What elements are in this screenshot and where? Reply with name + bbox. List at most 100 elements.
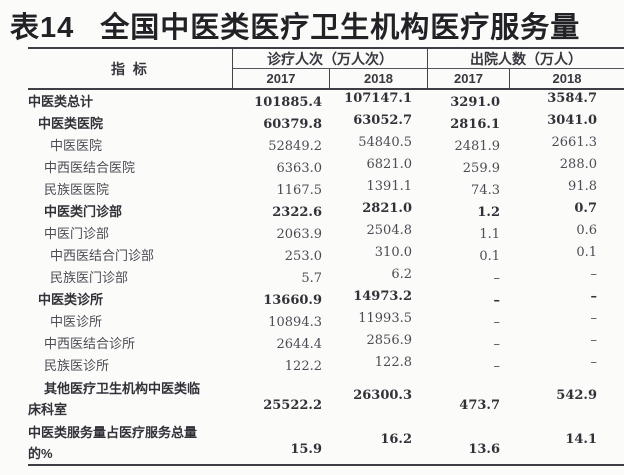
row-label: 中西医结合诊所	[44, 335, 136, 351]
table-title-text: 全国中医类医疗卫生机构医疗服务量	[100, 12, 581, 44]
cell-discharge-2018: –	[590, 266, 598, 282]
cell-outpatient-2018: 2856.9	[366, 332, 413, 348]
header-group-outpatient-visits: 诊疗人次（万人次）	[233, 49, 428, 69]
cell-discharge-2017: 1.2	[477, 204, 500, 220]
cell-discharge-2017: 2481.9	[454, 138, 501, 154]
cell-discharge-2017: 13.6	[468, 442, 500, 457]
cell-outpatient-2017: 25522.2	[263, 398, 322, 413]
cell-outpatient-2018: 54840.5	[358, 134, 412, 150]
table-row: 民族医医院 1167.5 1391.1 74.3 91.8	[28, 178, 624, 200]
table-row: 中西医结合门诊部 253.0 310.0 0.1 0.1	[28, 244, 624, 266]
table-row: 中西医结合诊所 2644.4 2856.9 – –	[28, 332, 624, 354]
cell-discharge-2018: 0.7	[574, 200, 597, 216]
header-year-outpatient-2017: 2017	[233, 69, 330, 88]
table-row: 中医类服务量占医疗服务总量 的% 15.9 16.2 13.6 14.1	[28, 420, 624, 464]
cell-outpatient-2018: 107147.1	[344, 90, 412, 106]
cell-discharge-2017: 0.1	[479, 248, 500, 264]
header-years-discharge: 2017 2018	[428, 69, 624, 88]
cell-discharge-2018: –	[590, 310, 598, 326]
cell-outpatient-2018: 16.2	[380, 432, 412, 447]
table-row: 中医医院 52849.2 54840.5 2481.9 2661.3	[28, 134, 624, 156]
row-label: 中医类医院	[38, 115, 104, 131]
table-row: 中医类门诊部 2322.6 2821.0 1.2 0.7	[28, 200, 624, 222]
cell-outpatient-2017: 60379.8	[263, 116, 322, 132]
table-row: 民族医诊所 122.2 122.8 – –	[28, 354, 624, 376]
cell-outpatient-2018: 14973.2	[353, 288, 412, 304]
cell-discharge-2017: –	[493, 314, 501, 330]
cell-discharge-2017: –	[493, 358, 501, 374]
cell-discharge-2017: 2816.1	[450, 116, 500, 132]
cell-outpatient-2017: 10894.3	[268, 314, 322, 330]
cell-outpatient-2017: 6363.0	[276, 160, 323, 176]
row-label: 民族医诊所	[44, 357, 110, 373]
cell-discharge-2017: –	[493, 336, 501, 352]
cell-discharge-2018: –	[590, 288, 598, 304]
cell-outpatient-2017: 253.0	[284, 248, 322, 264]
cell-outpatient-2017: 2644.4	[276, 336, 323, 352]
cell-discharge-2018: 0.6	[576, 222, 597, 238]
table-row: 中医类诊所 13660.9 14973.2 – –	[28, 288, 624, 310]
cell-outpatient-2017: 15.9	[290, 442, 322, 457]
table-body: 中医类总计 101885.4 107147.1 3291.0 3584.7 中医…	[28, 90, 624, 466]
cell-outpatient-2018: 2821.0	[362, 200, 412, 216]
table-header: 指 标 诊疗人次（万人次） 出院人数（万人） 2017 2018 2017 20…	[28, 47, 624, 90]
cell-outpatient-2018: 310.0	[374, 244, 412, 260]
table-row: 中医门诊部 2063.9 2504.8 1.1 0.6	[28, 222, 624, 244]
table-row: 其他医疗卫生机构中医类临 床科室 25522.2 26300.3 473.7 5…	[28, 376, 624, 420]
cell-outpatient-2018: 6821.0	[366, 156, 413, 172]
header-years-outpatient: 2017 2018	[233, 69, 428, 88]
table-number: 表14	[10, 12, 75, 44]
cell-discharge-2017: –	[493, 292, 501, 308]
header-year-outpatient-2018: 2018	[330, 69, 428, 88]
header-indicator: 指 标	[28, 49, 233, 88]
cell-discharge-2017: 473.7	[459, 398, 500, 413]
cell-discharge-2017: –	[493, 270, 501, 286]
cell-outpatient-2018: 63052.7	[353, 112, 412, 128]
page-title: 表14 全国中医类医疗卫生机构医疗服务量	[10, 4, 620, 46]
row-label: 中医类门诊部	[44, 203, 123, 219]
cell-outpatient-2018: 11993.5	[358, 310, 412, 326]
cell-discharge-2018: 14.1	[565, 432, 597, 447]
row-label: 民族医医院	[44, 181, 110, 197]
header-year-discharge-2017: 2017	[428, 69, 510, 88]
statistics-table: 指 标 诊疗人次（万人次） 出院人数（万人） 2017 2018 2017 20…	[28, 47, 624, 466]
cell-outpatient-2017: 122.2	[284, 358, 322, 374]
row-label: 中西医结合医院	[44, 159, 136, 175]
cell-outpatient-2018: 2504.8	[366, 222, 413, 238]
cell-discharge-2018: 0.1	[576, 244, 597, 260]
cell-outpatient-2017: 13660.9	[263, 292, 322, 308]
cell-discharge-2018: –	[590, 332, 598, 348]
header-year-discharge-2018: 2018	[552, 71, 582, 86]
row-label: 中医类服务量占医疗服务总量 的%	[28, 425, 198, 461]
cell-outpatient-2017: 101885.4	[254, 94, 322, 110]
cell-outpatient-2018: 26300.3	[353, 388, 412, 403]
table-row: 中医诊所 10894.3 11993.5 – –	[28, 310, 624, 332]
cell-outpatient-2017: 2322.6	[272, 204, 322, 220]
row-label: 民族医门诊部	[50, 269, 129, 285]
table-row: 中医类医院 60379.8 63052.7 2816.1 3041.0	[28, 112, 624, 134]
row-label: 中医门诊部	[44, 225, 110, 241]
row-label: 其他医疗卫生机构中医类临 床科室	[28, 381, 201, 417]
cell-discharge-2017: 74.3	[471, 182, 500, 198]
row-label: 中西医结合门诊部	[50, 247, 155, 263]
cell-outpatient-2018: 122.8	[374, 354, 412, 370]
cell-outpatient-2017: 52849.2	[268, 138, 322, 154]
row-label: 中医诊所	[50, 313, 103, 329]
table-row: 民族医门诊部 5.7 6.2 – –	[28, 266, 624, 288]
cell-outpatient-2018: 1391.1	[366, 178, 413, 194]
cell-discharge-2018: 2661.3	[551, 134, 598, 150]
cell-discharge-2018: 3041.0	[547, 112, 597, 128]
cell-outpatient-2017: 1167.5	[276, 182, 323, 198]
cell-outpatient-2017: 5.7	[301, 270, 322, 286]
cell-discharge-2018: –	[590, 354, 598, 370]
row-label: 中医类诊所	[38, 291, 104, 307]
cell-discharge-2017: 259.9	[462, 160, 500, 176]
cell-outpatient-2017: 2063.9	[276, 226, 323, 242]
table-row: 中医类总计 101885.4 107147.1 3291.0 3584.7	[28, 90, 624, 112]
header-group-discharged-patients: 出院人数（万人）	[428, 49, 624, 69]
cell-outpatient-2018: 6.2	[391, 266, 412, 282]
table-row: 中西医结合医院 6363.0 6821.0 259.9 288.0	[28, 156, 624, 178]
row-label: 中医医院	[50, 137, 103, 153]
row-label: 中医类总计	[28, 93, 94, 109]
